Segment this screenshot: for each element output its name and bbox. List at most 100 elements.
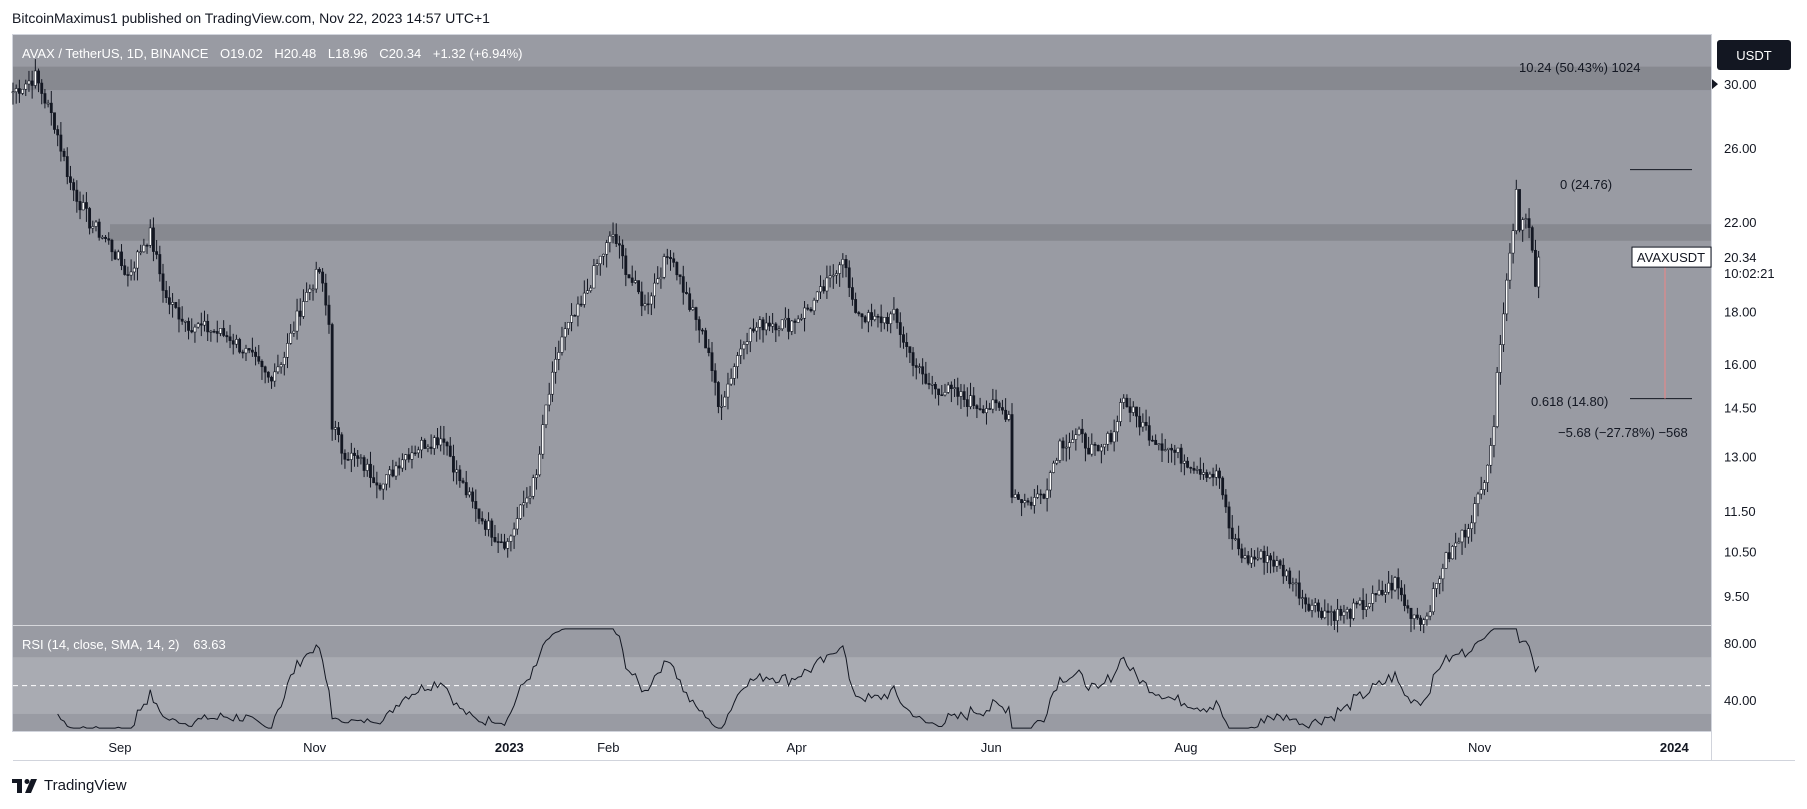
ticker-box (1631, 246, 1712, 268)
candle (1419, 615, 1422, 632)
candle (270, 375, 273, 389)
candle (649, 292, 653, 316)
currency-button-label: USDT (1736, 48, 1771, 63)
candle (1170, 443, 1174, 463)
candle (1361, 588, 1365, 620)
candle (314, 261, 318, 293)
candle (1090, 433, 1094, 457)
candle (809, 307, 813, 313)
candle (436, 428, 439, 449)
candle (273, 363, 277, 387)
candle (148, 219, 152, 248)
candle (819, 275, 822, 299)
time-axis[interactable]: Sep Nov 2023 Feb Apr Jun Aug Sep Nov 2024 (108, 740, 1689, 755)
candle (576, 296, 580, 327)
candle (91, 220, 95, 234)
candle (981, 405, 985, 414)
candle (1505, 273, 1509, 322)
candle (886, 312, 889, 332)
candle (1399, 580, 1403, 602)
candle (723, 390, 727, 407)
candle (199, 312, 203, 337)
tradingview-brand[interactable]: TradingView (12, 777, 127, 794)
candle (685, 281, 688, 295)
candle (946, 382, 950, 394)
candle (56, 125, 60, 147)
candle (1374, 592, 1378, 602)
candle (710, 342, 714, 382)
candle (962, 384, 966, 408)
candle (388, 465, 392, 488)
candle (308, 284, 312, 301)
candle (1195, 465, 1199, 474)
candle (640, 281, 644, 317)
candle (1521, 217, 1525, 242)
candle (1087, 436, 1091, 455)
candle (1004, 398, 1008, 422)
candle (219, 328, 222, 337)
candle (627, 274, 631, 279)
candle (11, 82, 15, 105)
candle (423, 438, 427, 449)
candle (1240, 543, 1244, 563)
candle (1112, 419, 1116, 452)
candle (637, 280, 640, 295)
candle (1441, 563, 1445, 592)
currency-button[interactable] (1717, 40, 1791, 70)
candle (69, 165, 72, 191)
candle (116, 249, 120, 261)
candle (1463, 523, 1467, 548)
candle (515, 506, 519, 535)
candle (337, 421, 340, 443)
brand-label: TradingView (44, 777, 127, 794)
candle (1106, 431, 1110, 451)
candle (940, 385, 944, 397)
candle (522, 490, 526, 517)
candle (1064, 434, 1068, 462)
candle (1109, 429, 1113, 445)
candlestick-series (11, 59, 1541, 634)
candle (1020, 498, 1024, 517)
candle (1323, 599, 1327, 620)
candle (104, 235, 107, 243)
candle (662, 253, 666, 280)
candle (835, 270, 838, 284)
candle (458, 465, 462, 488)
candle (892, 297, 896, 321)
fib-618-label: 0.618 (14.80) (1531, 394, 1608, 409)
candle (65, 147, 69, 185)
symbol-legend: AVAX / TetherUS, 1D, BINANCE O19.02 H20.… (22, 46, 522, 61)
price-axis[interactable]: 30.00 26.00 22.00 18.00 16.00 14.50 13.00 11.50… (1712, 77, 1757, 604)
candle (333, 420, 337, 441)
ticker-label: AVAXUSDT (1637, 250, 1705, 265)
candle (994, 389, 998, 411)
candle (359, 454, 363, 465)
time-tick-label: Jun (981, 740, 1002, 755)
price-panel[interactable] (13, 35, 1711, 625)
candle (851, 277, 854, 306)
candle (921, 358, 925, 385)
candle (84, 192, 88, 222)
price-tick-label: 11.50 (1724, 504, 1756, 519)
candle (1297, 570, 1301, 606)
candle (72, 178, 76, 202)
candle (1301, 589, 1304, 609)
candle (40, 79, 44, 105)
candle (37, 68, 40, 93)
candle (1042, 493, 1046, 500)
candle (949, 381, 953, 403)
candle (700, 328, 704, 335)
rsi-axis[interactable]: 80.00 40.00 (1724, 636, 1757, 708)
candle (1010, 403, 1014, 504)
price-tick-label: 30.00 (1724, 77, 1757, 92)
candle (1387, 570, 1391, 595)
candle (547, 382, 551, 412)
candle (914, 358, 918, 380)
candle (426, 444, 430, 453)
candle (474, 489, 478, 522)
candle (499, 533, 503, 544)
time-tick-label: Feb (597, 740, 619, 755)
candle (1358, 597, 1362, 606)
candle (595, 259, 599, 276)
